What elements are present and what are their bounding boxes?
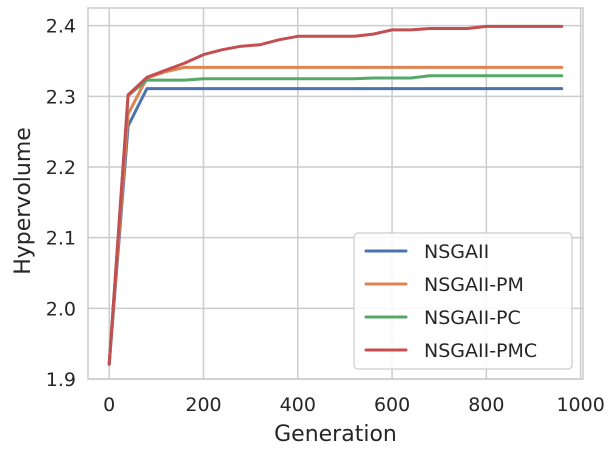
series-lines [107, 24, 564, 366]
x-tick-label: 600 [374, 394, 410, 416]
plot-frame [87, 7, 584, 380]
legend-label-2: NSGAII-PM [424, 274, 524, 296]
x-tick-label: 0 [103, 394, 115, 416]
x-tick-label: 200 [185, 394, 221, 416]
legend-label-3: NSGAII-PC [424, 307, 521, 329]
y-axis-title: Hypervolume [11, 127, 36, 275]
y-tick-label: 2.0 [46, 298, 76, 320]
x-axis-title: Generation [274, 422, 397, 447]
x-tick-label: 800 [468, 394, 504, 416]
legend-box [353, 232, 573, 370]
y-tick-label: 2.1 [46, 228, 76, 250]
grid [88, 8, 583, 380]
series-line-3 [107, 74, 564, 366]
y-tick-label: 2.3 [46, 86, 76, 108]
x-axis-ticks: 0 200 400 600 800 1000 [103, 394, 605, 416]
series-line-2 [107, 65, 564, 366]
series-line-1 [107, 87, 564, 366]
legend-label-1: NSGAII [424, 241, 489, 263]
y-tick-label: 2.4 [46, 16, 76, 38]
series-line-4 [107, 24, 564, 366]
y-tick-label: 2.2 [46, 157, 76, 179]
y-axis-ticks: 1.9 2.0 2.1 2.2 2.3 2.4 [46, 16, 76, 391]
legend: NSGAII NSGAII-PM NSGAII-PC NSGAII-PMC [353, 232, 573, 370]
x-tick-label: 1000 [556, 394, 604, 416]
y-tick-label: 1.9 [46, 369, 76, 391]
x-tick-label: 400 [280, 394, 316, 416]
legend-label-4: NSGAII-PMC [424, 340, 537, 362]
